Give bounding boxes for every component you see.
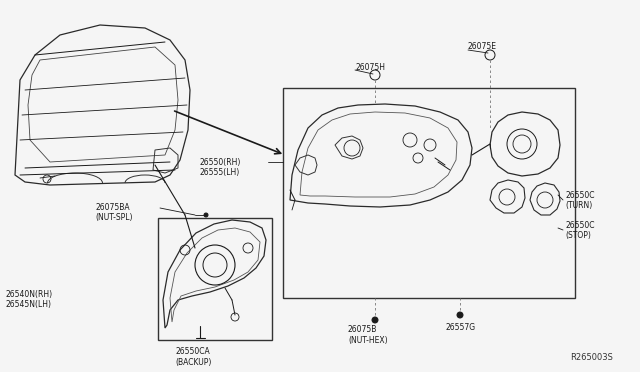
Text: (STOP): (STOP) — [565, 231, 591, 240]
Bar — [283, 88, 575, 298]
Text: 26075B: 26075B — [348, 326, 378, 334]
Text: 26550(RH): 26550(RH) — [200, 157, 241, 167]
Circle shape — [372, 317, 378, 323]
Bar — [158, 218, 272, 340]
Text: 26075BA: 26075BA — [95, 202, 130, 212]
Text: (NUT-HEX): (NUT-HEX) — [348, 336, 388, 344]
Text: 26540N(RH): 26540N(RH) — [5, 291, 52, 299]
Text: (TURN): (TURN) — [565, 201, 592, 209]
Text: R265003S: R265003S — [570, 353, 613, 362]
Text: 26075E: 26075E — [468, 42, 497, 51]
Text: 26555(LH): 26555(LH) — [200, 167, 240, 176]
Text: (BACKUP): (BACKUP) — [175, 357, 211, 366]
Text: 26550CA: 26550CA — [175, 347, 210, 356]
Text: (NUT-SPL): (NUT-SPL) — [95, 212, 132, 221]
Text: 26550C: 26550C — [565, 221, 595, 230]
Text: 26550C: 26550C — [565, 190, 595, 199]
Text: 26545N(LH): 26545N(LH) — [5, 301, 51, 310]
Circle shape — [457, 312, 463, 318]
Text: 26075H: 26075H — [355, 62, 385, 71]
Text: 26557G: 26557G — [445, 324, 475, 333]
Circle shape — [204, 213, 208, 217]
